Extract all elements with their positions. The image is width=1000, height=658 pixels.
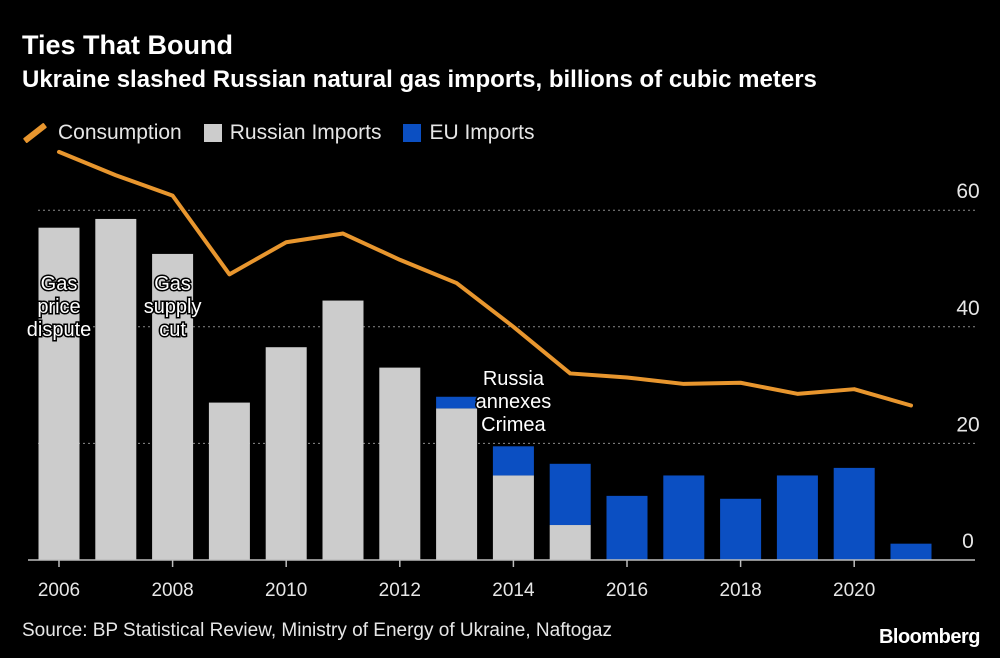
bar-russian-imports-2011 bbox=[322, 300, 364, 560]
annotation-0: Gas price dispute bbox=[27, 273, 92, 341]
legend-label-russian-imports: Russian Imports bbox=[229, 121, 382, 144]
annotation-1-line-0: Gas bbox=[154, 273, 191, 295]
annotation-2-line-1: annexes bbox=[476, 391, 552, 413]
legend-swatch-russian-imports bbox=[203, 124, 222, 142]
legend-item-russian-imports: Russian Imports bbox=[203, 121, 382, 145]
annotation-2-line-2: Crimea bbox=[481, 414, 546, 436]
legend-swatch-eu-imports bbox=[403, 124, 422, 142]
legend-item-eu-imports: EU Imports bbox=[403, 121, 534, 145]
y-tick-label-60: 60 bbox=[956, 180, 979, 203]
bar-eu-imports-2021 bbox=[890, 543, 932, 560]
annotation-0-line-1: price bbox=[37, 296, 80, 318]
bar-russian-imports-2010 bbox=[265, 347, 307, 560]
bar-eu-imports-2017 bbox=[663, 475, 705, 560]
y-tick-label-0: 0 bbox=[962, 530, 974, 553]
x-tick-label-2012: 2012 bbox=[379, 580, 421, 601]
bar-russian-imports-2006 bbox=[38, 227, 80, 560]
bar-eu-imports-2015 bbox=[549, 463, 591, 526]
bar-russian-imports-2014 bbox=[492, 475, 534, 560]
annotation-1: Gas supply cut bbox=[144, 273, 202, 341]
legend-label-consumption: Consumption bbox=[58, 121, 182, 144]
bar-eu-imports-2019 bbox=[776, 475, 818, 560]
legend: Consumption Russian Imports EU Imports bbox=[22, 120, 556, 146]
annotation-1-line-2: cut bbox=[159, 319, 186, 341]
x-tick-label-2020: 2020 bbox=[833, 580, 875, 601]
bar-eu-imports-2013 bbox=[436, 396, 478, 409]
bar-eu-imports-2016 bbox=[606, 495, 648, 560]
legend-item-consumption: Consumption bbox=[22, 121, 182, 145]
x-tick-label-2018: 2018 bbox=[719, 580, 761, 601]
y-tick-label-40: 40 bbox=[956, 297, 979, 320]
annotation-1-line-1: supply bbox=[144, 296, 202, 318]
source-note: Source: BP Statistical Review, Ministry … bbox=[22, 620, 612, 641]
annotation-0-line-0: Gas bbox=[41, 273, 78, 295]
chart-title: Ties That Bound bbox=[22, 30, 234, 60]
y-tick-label-20: 20 bbox=[956, 413, 979, 436]
bar-russian-imports-2009 bbox=[208, 402, 250, 560]
brand-logo: Bloomberg bbox=[878, 626, 981, 648]
x-tick-label-2016: 2016 bbox=[606, 580, 648, 601]
chart-subtitle: Ukraine slashed Russian natural gas impo… bbox=[22, 66, 817, 93]
x-tick-label-2008: 2008 bbox=[151, 580, 193, 601]
bar-russian-imports-2008 bbox=[152, 253, 194, 561]
bar-russian-imports-2013 bbox=[436, 408, 478, 560]
x-tick-label-2010: 2010 bbox=[265, 580, 307, 601]
legend-label-eu-imports: EU Imports bbox=[429, 121, 535, 144]
x-tick-label-2014: 2014 bbox=[492, 580, 535, 601]
annotation-2-line-0: Russia bbox=[483, 368, 545, 390]
bar-russian-imports-2012 bbox=[379, 367, 421, 560]
bar-russian-imports-2015 bbox=[549, 525, 591, 560]
bar-russian-imports-2007 bbox=[95, 218, 137, 560]
bar-eu-imports-2020 bbox=[833, 467, 875, 560]
bar-eu-imports-2014 bbox=[492, 446, 534, 476]
annotation-2: Russia annexes Crimea bbox=[476, 368, 552, 436]
bar-eu-imports-2018 bbox=[720, 498, 762, 560]
x-tick-label-2006: 2006 bbox=[38, 580, 80, 601]
line-consumption bbox=[57, 149, 913, 408]
annotation-0-line-2: dispute bbox=[27, 319, 92, 341]
